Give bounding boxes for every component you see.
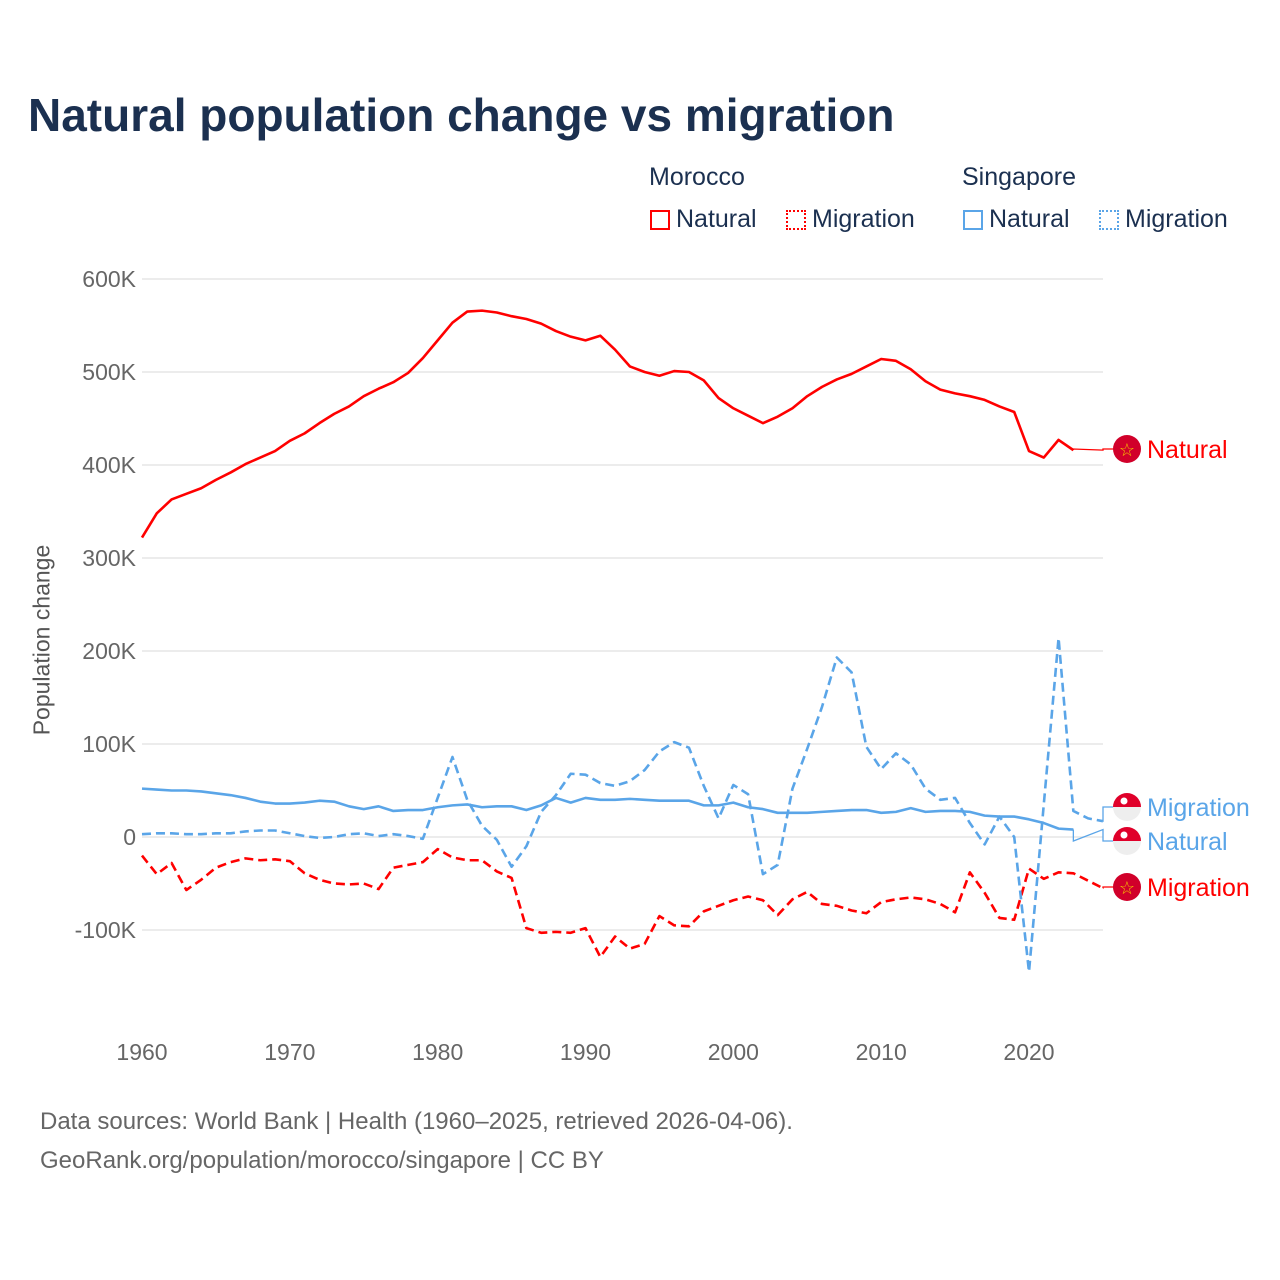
morocco-flag-icon bbox=[1113, 435, 1141, 463]
x-tick-label: 1970 bbox=[264, 1039, 315, 1065]
x-tick-label: 2020 bbox=[1003, 1039, 1054, 1065]
y-tick-label: 400K bbox=[82, 452, 136, 478]
y-tick-label: 500K bbox=[82, 359, 136, 385]
series-end-label: ☆ Natural bbox=[1113, 435, 1228, 464]
star-icon: ☆ bbox=[1119, 878, 1135, 898]
legend-label: Natural bbox=[676, 205, 757, 233]
legend-label: Migration bbox=[1125, 205, 1228, 233]
legend-group-singapore: Singapore bbox=[962, 163, 1076, 191]
series-end-label: Natural bbox=[1113, 827, 1228, 856]
footer-link[interactable]: GeoRank.org/population/morocco/singapore… bbox=[40, 1147, 604, 1174]
morocco-flag-icon bbox=[1113, 873, 1141, 901]
y-tick-label: 200K bbox=[82, 638, 136, 664]
x-tick-label: 2010 bbox=[856, 1039, 907, 1065]
label-connector bbox=[1072, 448, 1115, 451]
series-end-label: ☆ Migration bbox=[1113, 873, 1250, 902]
legend-swatch-dotted bbox=[786, 209, 806, 230]
star-icon: ☆ bbox=[1119, 440, 1135, 460]
crescent-icon bbox=[1120, 797, 1128, 805]
series-line-singapore-natural bbox=[141, 787, 1074, 831]
x-tick-label: 1980 bbox=[412, 1039, 463, 1065]
series-line-singapore-migration bbox=[141, 636, 1104, 974]
y-tick-label: 300K bbox=[82, 545, 136, 571]
y-tick-label: 0 bbox=[123, 824, 136, 850]
series-end-label: Migration bbox=[1113, 793, 1250, 822]
x-tick-label: 1990 bbox=[560, 1039, 611, 1065]
legend-group-morocco: Morocco bbox=[649, 163, 745, 191]
series-label: Natural bbox=[1147, 436, 1228, 464]
label-connector bbox=[1102, 886, 1115, 889]
chart-title: Natural population change vs migration bbox=[28, 89, 895, 141]
footer-sources: Data sources: World Bank | Health (1960–… bbox=[40, 1108, 793, 1135]
legend-label: Migration bbox=[812, 205, 915, 233]
series-line-morocco-migration bbox=[140, 847, 1104, 959]
y-tick-label: 600K bbox=[82, 266, 136, 292]
legend-morocco-natural[interactable]: Natural bbox=[650, 205, 757, 234]
legend-singapore-natural[interactable]: Natural bbox=[963, 205, 1070, 234]
legend-singapore-migration[interactable]: Migration bbox=[1099, 205, 1228, 234]
y-tick-label: 100K bbox=[82, 731, 136, 757]
x-tick-label: 2000 bbox=[708, 1039, 759, 1065]
legend-label: Natural bbox=[989, 205, 1070, 233]
label-connector bbox=[1102, 806, 1115, 822]
series-line-morocco-natural bbox=[140, 309, 1075, 539]
legend-swatch-solid bbox=[963, 209, 983, 230]
legend-swatch-solid bbox=[650, 209, 670, 230]
crescent-icon bbox=[1120, 831, 1128, 839]
series-label: Migration bbox=[1147, 794, 1250, 822]
series-label: Migration bbox=[1147, 874, 1250, 902]
y-tick-label: -100K bbox=[75, 917, 137, 943]
legend-swatch-dotted bbox=[1099, 209, 1119, 230]
series-label: Natural bbox=[1147, 828, 1228, 856]
legend-morocco-migration[interactable]: Migration bbox=[786, 205, 915, 234]
x-tick-label: 1960 bbox=[116, 1039, 167, 1065]
label-connector bbox=[1072, 828, 1115, 842]
